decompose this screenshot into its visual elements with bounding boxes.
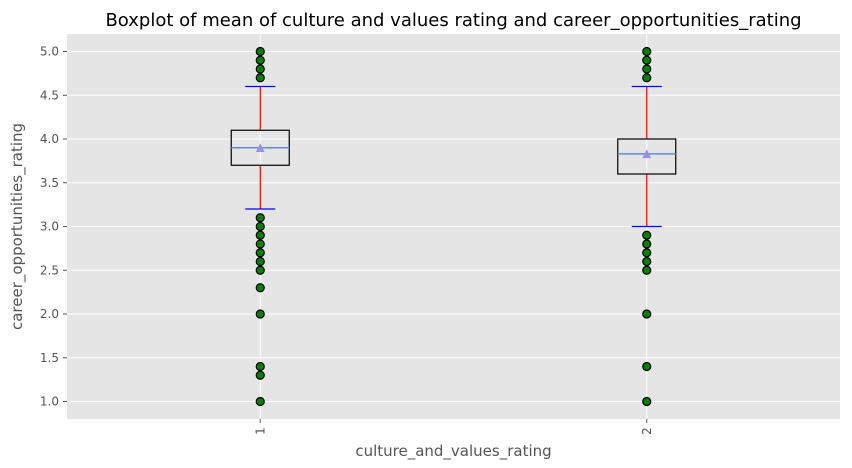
mean-marker (255, 143, 265, 152)
axis-ticks: 1.0 1.5 2.0 2.5 3.0 3.5 4.0 4.5 5.0 1 2 (40, 45, 654, 435)
x-tick-label: 2 (640, 427, 654, 435)
y-tick-label: 5.0 (40, 45, 59, 59)
outlier-point (642, 55, 652, 65)
mean-marker (642, 149, 652, 159)
outlier-point (255, 46, 265, 57)
outlier-point (255, 55, 265, 65)
outlier-point (255, 239, 265, 249)
outlier-point (255, 265, 265, 275)
y-tick-label: 2.0 (40, 307, 59, 321)
outlier-point (255, 213, 265, 223)
y-tick-label: 1.5 (40, 351, 59, 365)
outlier-point (642, 361, 652, 372)
x-tick-label: 1 (253, 427, 267, 435)
y-tick-label: 1.0 (40, 395, 59, 409)
y-tick-label: 4.5 (40, 88, 59, 102)
outlier-point (642, 256, 652, 267)
outlier-point (642, 309, 652, 319)
y-tick-label: 3.0 (40, 220, 59, 234)
box-group (617, 46, 677, 407)
x-axis-label: culture_and_values_rating (355, 442, 551, 461)
outlier-point (255, 283, 265, 293)
boxplot-marks (230, 46, 677, 407)
outlier-point (642, 46, 652, 57)
outlier-point (642, 230, 652, 240)
chart-title: Boxplot of mean of culture and values ra… (105, 10, 801, 31)
iqr-box (617, 138, 677, 175)
y-tick-label: 2.5 (40, 263, 59, 277)
outlier-point (255, 230, 265, 240)
outlier-point (642, 73, 652, 83)
outlier-point (255, 256, 265, 267)
outlier-point (642, 248, 652, 258)
outlier-point (642, 265, 652, 275)
outlier-point (255, 309, 265, 319)
outlier-point (255, 361, 265, 372)
box-group (230, 46, 290, 407)
outlier-point (255, 396, 265, 407)
y-tick-label: 4.0 (40, 132, 59, 146)
outlier-point (255, 221, 265, 232)
y-tick-label: 3.5 (40, 176, 59, 190)
outlier-point (642, 239, 652, 249)
y-axis-label: career_opportunities_rating (8, 123, 27, 330)
outlier-point (642, 64, 652, 74)
outlier-point (255, 248, 265, 258)
outlier-point (255, 64, 265, 74)
outlier-point (255, 73, 265, 83)
outlier-point (255, 370, 265, 380)
outlier-point (642, 396, 652, 407)
